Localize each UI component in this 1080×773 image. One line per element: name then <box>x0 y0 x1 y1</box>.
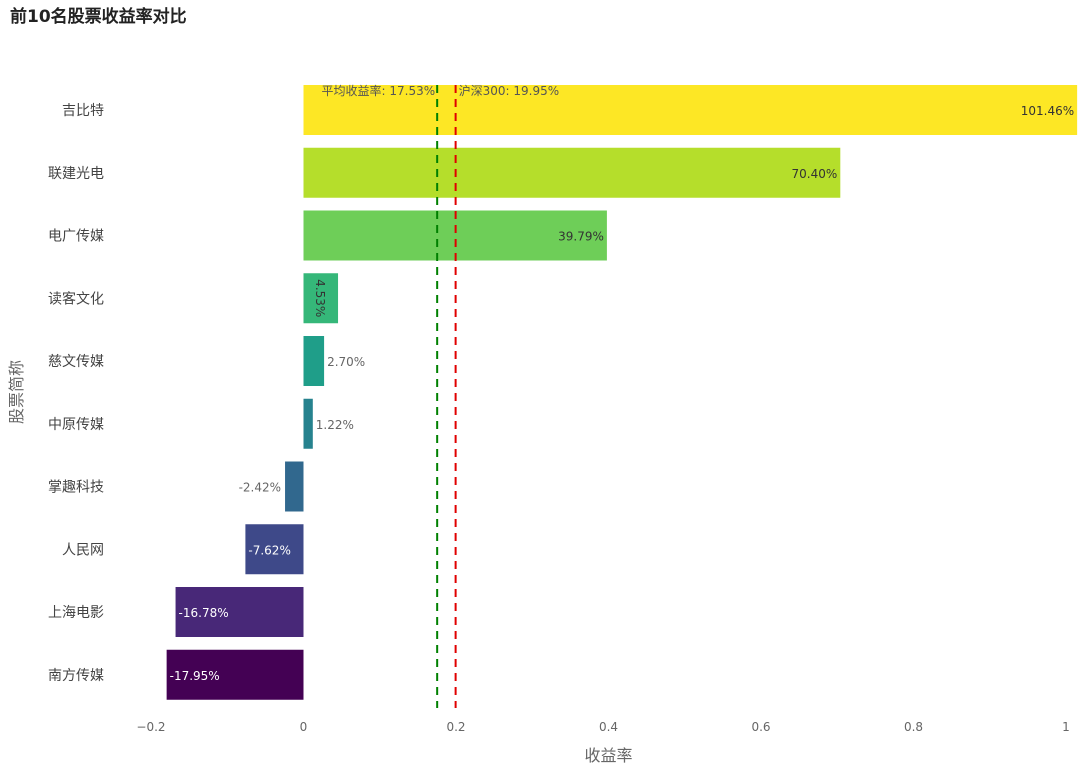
category-label: 读客文化 <box>48 290 104 307</box>
value-label: 101.46% <box>1021 104 1074 118</box>
category-label: 电广传媒 <box>48 229 104 245</box>
value-label: -17.95% <box>170 669 220 683</box>
category-label: 上海电影 <box>48 605 104 621</box>
category-label: 南方传媒 <box>48 668 104 684</box>
x-axis-title: 收益率 <box>584 746 632 765</box>
category-label: 人民网 <box>62 542 104 558</box>
reference-label: 沪深300: 19.95% <box>459 84 560 98</box>
category-label: 掌趣科技 <box>48 480 104 496</box>
value-label: 70.40% <box>792 167 838 181</box>
bar <box>245 524 304 575</box>
reference-label: 平均收益率: 17.53% <box>322 83 436 98</box>
category-label: 联建光电 <box>48 166 104 182</box>
y-axis-title: 股票简称 <box>7 360 26 424</box>
x-tick-label: 0.6 <box>751 720 770 734</box>
x-tick-label: −0.2 <box>136 720 165 734</box>
bar <box>303 398 313 449</box>
bar <box>285 461 304 512</box>
category-label: 慈文传媒 <box>48 354 104 370</box>
x-tick-label: 0.2 <box>446 720 465 734</box>
category-label: 中原传媒 <box>48 417 104 433</box>
x-tick-label: 0.4 <box>599 720 618 734</box>
category-label: 吉比特 <box>62 103 104 119</box>
bar <box>303 336 325 386</box>
value-label: -16.78% <box>179 606 229 620</box>
x-tick-label: 0.8 <box>904 720 923 734</box>
bar <box>175 587 304 637</box>
chart-title: 前10名股票收益率对比 <box>10 7 187 27</box>
value-label: -2.42% <box>239 481 281 495</box>
value-label: 39.79% <box>558 230 604 244</box>
value-label: -7.62% <box>248 543 290 557</box>
x-tick-label: 1 <box>1062 720 1070 734</box>
value-label: 1.22% <box>316 418 354 432</box>
value-label: 4.53% <box>313 279 327 317</box>
value-label: 2.70% <box>327 355 365 369</box>
bar <box>303 147 841 198</box>
x-tick-label: 0 <box>300 720 308 734</box>
bar <box>166 649 304 700</box>
bar <box>303 85 1078 135</box>
bar <box>303 273 339 324</box>
